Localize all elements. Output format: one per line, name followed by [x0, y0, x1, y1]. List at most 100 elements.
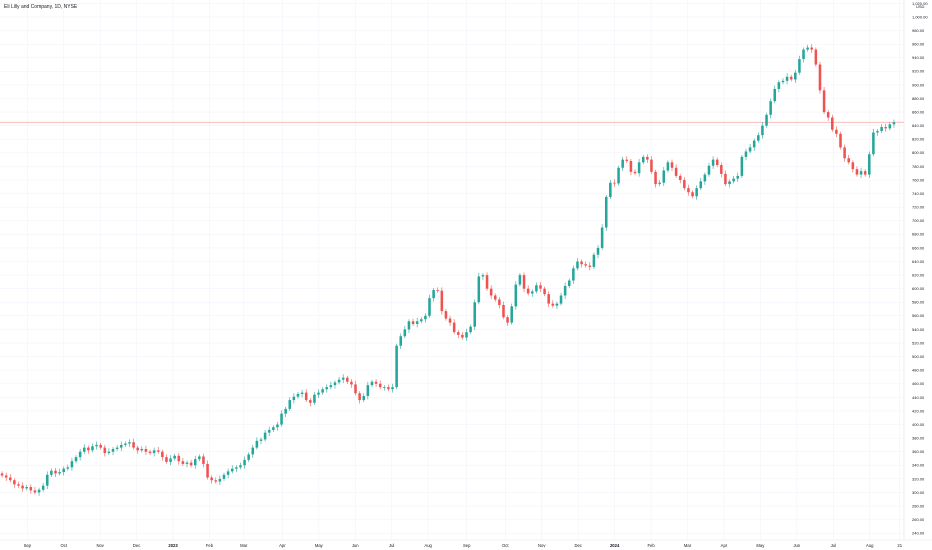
candle [391, 383, 394, 393]
candle-body [177, 455, 181, 462]
candle-body [617, 167, 620, 184]
candle [888, 122, 892, 131]
candle [354, 381, 357, 396]
candle [822, 86, 826, 115]
candle [794, 69, 797, 83]
candle-body [859, 171, 863, 175]
candle [428, 294, 431, 318]
candle-body [317, 392, 320, 395]
candle [604, 194, 608, 231]
candle [621, 156, 624, 172]
candle-body [99, 444, 102, 448]
candle-body [530, 291, 534, 294]
candle-body [563, 285, 567, 296]
y-tick-label: 920.00 [912, 69, 925, 74]
candle [358, 391, 361, 404]
candle-body [0, 473, 4, 476]
candle [498, 296, 501, 309]
candle [506, 315, 509, 327]
candle-body [214, 480, 218, 482]
y-tick-label: 520.00 [912, 340, 925, 345]
candle [313, 391, 316, 405]
candle-body [222, 474, 226, 479]
candle [333, 380, 337, 389]
candle [732, 175, 735, 184]
candle-body [309, 400, 312, 403]
candle [165, 454, 168, 464]
candle [802, 47, 805, 63]
candle-body [744, 151, 748, 157]
candle-body [62, 468, 65, 473]
candle [169, 455, 172, 466]
candle [489, 285, 493, 299]
candle [230, 465, 234, 474]
candle-body [165, 457, 168, 462]
candle [189, 459, 193, 468]
candle-body [407, 321, 411, 330]
y-tick-label: 280.00 [912, 503, 925, 508]
candle [514, 281, 518, 310]
y-tick-label: 320.00 [912, 476, 925, 481]
candle [559, 292, 563, 306]
candle [609, 180, 612, 200]
candle [654, 169, 657, 188]
candle [699, 177, 703, 191]
candle [119, 441, 123, 452]
candle [255, 437, 259, 450]
candle-body [888, 124, 892, 129]
candle-body [535, 285, 538, 292]
candle-body [650, 159, 653, 172]
y-tick-label: 740.00 [912, 191, 925, 196]
candle-body [304, 392, 308, 401]
y-tick-label: 880.00 [912, 96, 925, 101]
candle-body [124, 443, 127, 445]
candle [350, 379, 353, 388]
candle-body [66, 467, 70, 469]
candle-body [810, 47, 814, 50]
candle [66, 464, 70, 471]
candle-body [284, 408, 287, 414]
candle-body [128, 442, 131, 444]
candle-body [173, 455, 176, 459]
candle-body [370, 381, 374, 386]
candle [407, 319, 411, 333]
candle-body [226, 471, 230, 475]
candle-body [395, 345, 398, 388]
x-tick-label: Mar [240, 543, 248, 548]
candle-body [198, 456, 201, 460]
candle [563, 282, 567, 299]
candle-body [814, 49, 818, 65]
candle [346, 375, 349, 384]
candle-body [868, 154, 871, 175]
candle [637, 158, 641, 177]
candle [136, 445, 139, 454]
candle-body [740, 156, 744, 176]
candle [82, 444, 86, 454]
candle [703, 172, 707, 185]
candle [469, 324, 472, 335]
candle [641, 154, 645, 165]
candle-body [695, 188, 698, 197]
candle [592, 252, 596, 269]
candle [683, 177, 686, 191]
candle-body [391, 387, 394, 390]
candle [424, 313, 427, 323]
candle [99, 442, 102, 450]
y-tick-label: 640.00 [912, 259, 925, 264]
candle [411, 318, 415, 327]
candle-body [604, 196, 608, 228]
candle-body [411, 321, 415, 324]
candle [884, 123, 887, 132]
candle-body [350, 381, 353, 385]
candle [62, 466, 65, 476]
candle [781, 78, 785, 85]
y-tick-label: 720.00 [912, 205, 925, 210]
candle [457, 330, 460, 339]
candle-body [547, 294, 550, 304]
candle [156, 446, 160, 454]
candle-body [872, 132, 875, 155]
candle-body [313, 394, 316, 403]
candle [485, 272, 489, 291]
candle [115, 444, 119, 452]
candle-body [440, 290, 444, 312]
